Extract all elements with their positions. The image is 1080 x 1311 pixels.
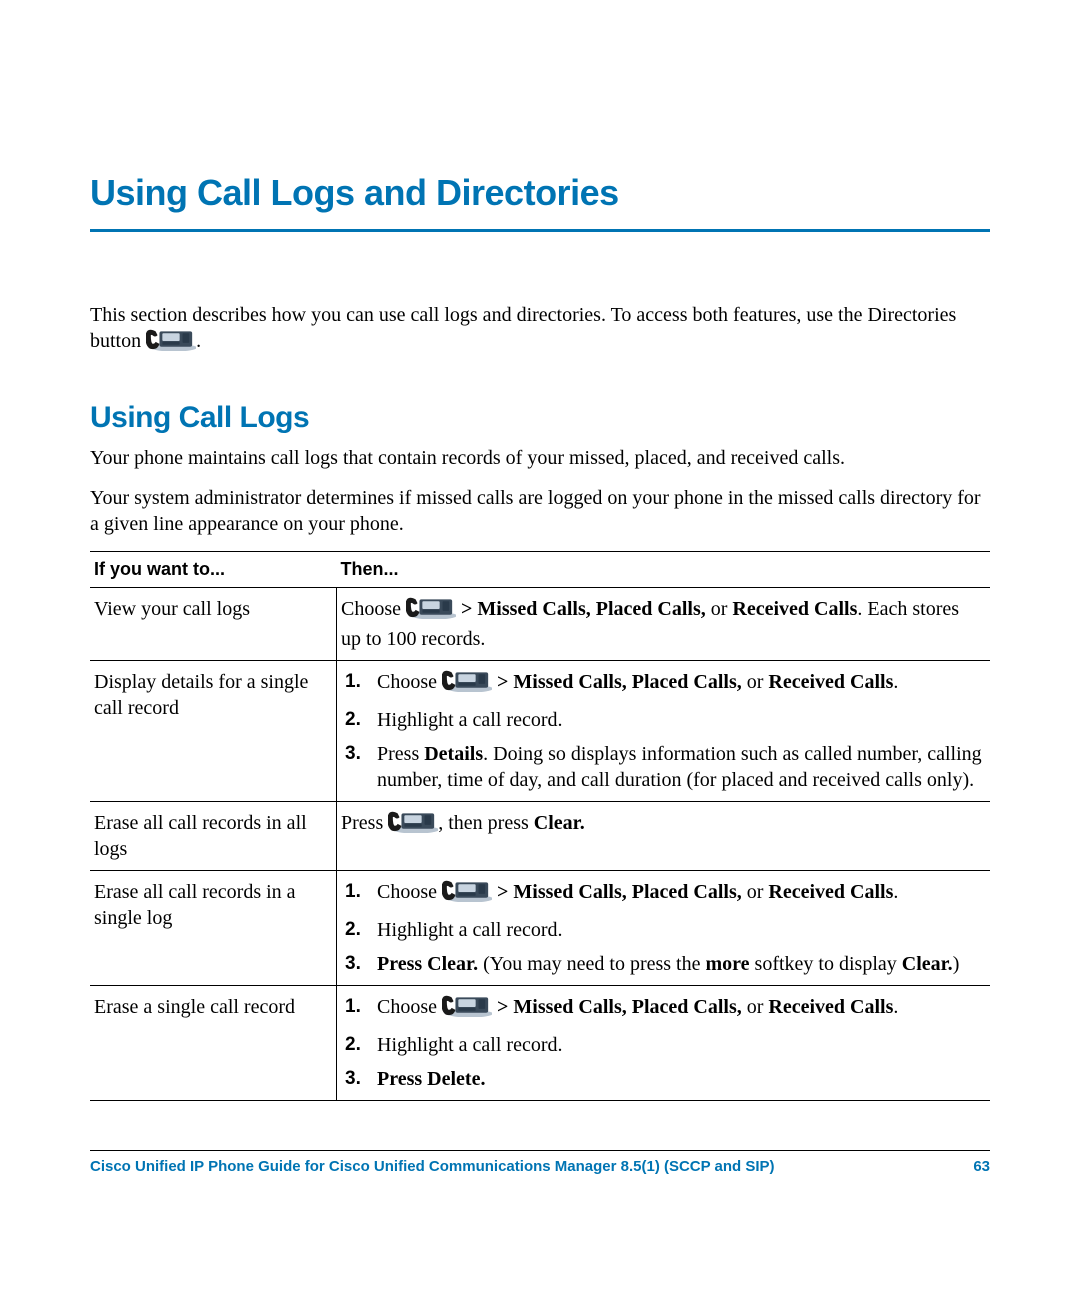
text: (You may need to press the xyxy=(478,953,705,975)
page-footer: Cisco Unified IP Phone Guide for Cisco U… xyxy=(90,1150,990,1177)
task-cell: Erase all call records in a single log xyxy=(90,871,337,986)
page-title: Using Call Logs and Directories xyxy=(90,170,990,217)
title-rule xyxy=(90,229,990,232)
text: Press xyxy=(377,743,424,765)
steps-list: Choose > Missed Calls, Placed Calls, or … xyxy=(341,994,982,1092)
step-item: Choose > Missed Calls, Placed Calls, or … xyxy=(365,879,982,909)
page-number: 63 xyxy=(973,1157,990,1177)
text: or xyxy=(742,881,769,903)
steps-list: Choose > Missed Calls, Placed Calls, or … xyxy=(341,669,982,793)
task-cell: View your call logs xyxy=(90,588,337,661)
text: ) xyxy=(953,953,960,975)
text: . xyxy=(893,881,898,903)
directories-icon xyxy=(442,670,492,699)
then-cell: Press , then press Clear. xyxy=(337,802,991,871)
text: , then press xyxy=(438,812,534,834)
task-cell: Display details for a single call record xyxy=(90,661,337,802)
text-bold: > Missed Calls, Placed Calls, xyxy=(492,881,742,903)
directories-icon xyxy=(442,880,492,909)
text-bold: Received Calls xyxy=(768,671,893,693)
table-row: Display details for a single call record… xyxy=(90,661,990,802)
then-cell: Choose > Missed Calls, Placed Calls, or … xyxy=(337,986,991,1101)
steps-list: Choose > Missed Calls, Placed Calls, or … xyxy=(341,879,982,977)
intro-text-a: This section describes how you can use c… xyxy=(90,304,956,352)
step-item: Choose > Missed Calls, Placed Calls, or … xyxy=(365,994,982,1024)
step-item: Press Delete. xyxy=(365,1066,982,1092)
text-bold: Clear. xyxy=(534,812,585,834)
step-item: Press Details. Doing so displays informa… xyxy=(365,741,982,793)
section-p1: Your phone maintains call logs that cont… xyxy=(90,445,990,471)
footer-row: Cisco Unified IP Phone Guide for Cisco U… xyxy=(90,1157,990,1177)
table-row: Erase a single call record Choose > Miss… xyxy=(90,986,990,1101)
text: Choose xyxy=(377,881,442,903)
intro-paragraph: This section describes how you can use c… xyxy=(90,302,990,358)
text: or xyxy=(742,671,769,693)
directories-icon xyxy=(442,995,492,1024)
task-cell: Erase a single call record xyxy=(90,986,337,1101)
text-bold: Received Calls xyxy=(768,996,893,1018)
page: Using Call Logs and Directories This sec… xyxy=(0,0,1080,1311)
table-row: Erase all call records in all logs Press… xyxy=(90,802,990,871)
text: or xyxy=(742,996,769,1018)
directories-icon xyxy=(146,329,196,358)
text-bold: > Missed Calls, Placed Calls, xyxy=(492,671,742,693)
then-cell: Choose > Missed Calls, Placed Calls, or … xyxy=(337,588,991,661)
text: or xyxy=(706,598,733,620)
table-row: View your call logs Choose > Missed Call… xyxy=(90,588,990,661)
task-cell: Erase all call records in all logs xyxy=(90,802,337,871)
text-bold: Received Calls xyxy=(768,881,893,903)
text-bold: Received Calls xyxy=(732,598,857,620)
then-cell: Choose > Missed Calls, Placed Calls, or … xyxy=(337,661,991,802)
text: Choose xyxy=(341,598,406,620)
table-row: Erase all call records in a single log C… xyxy=(90,871,990,986)
text: . xyxy=(893,671,898,693)
footer-title: Cisco Unified IP Phone Guide for Cisco U… xyxy=(90,1157,775,1177)
text-bold: > Missed Calls, Placed Calls, xyxy=(456,598,706,620)
text-bold: Clear. xyxy=(902,953,953,975)
text-bold: Details xyxy=(424,743,483,765)
instructions-table: If you want to... Then... View your call… xyxy=(90,551,990,1101)
table-header-col2: Then... xyxy=(337,551,991,587)
section-title: Using Call Logs xyxy=(90,398,990,437)
table-header-row: If you want to... Then... xyxy=(90,551,990,587)
directories-icon xyxy=(406,597,456,626)
step-item: Press Clear. (You may need to press the … xyxy=(365,951,982,977)
step-item: Highlight a call record. xyxy=(365,1032,982,1058)
section-p2: Your system administrator determines if … xyxy=(90,485,990,537)
step-item: Highlight a call record. xyxy=(365,917,982,943)
text-bold: Press Clear. xyxy=(377,953,478,975)
step-item: Highlight a call record. xyxy=(365,707,982,733)
footer-rule xyxy=(90,1150,990,1151)
table-header-col1: If you want to... xyxy=(90,551,337,587)
text-bold: more xyxy=(705,953,749,975)
text: Choose xyxy=(377,996,442,1018)
step-item: Choose > Missed Calls, Placed Calls, or … xyxy=(365,669,982,699)
text: . xyxy=(893,996,898,1018)
directories-icon xyxy=(388,811,438,840)
intro-text-b: . xyxy=(196,330,201,352)
then-cell: Choose > Missed Calls, Placed Calls, or … xyxy=(337,871,991,986)
text: softkey to display xyxy=(750,953,902,975)
text-bold: > Missed Calls, Placed Calls, xyxy=(492,996,742,1018)
text: Press xyxy=(341,812,388,834)
text: Choose xyxy=(377,671,442,693)
